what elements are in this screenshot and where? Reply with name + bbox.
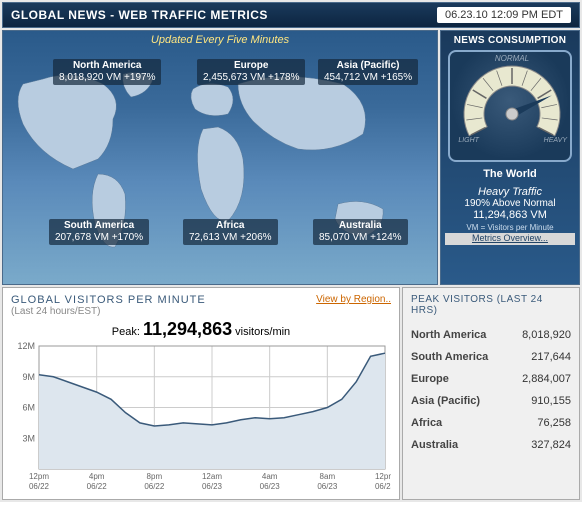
- svg-text:6M: 6M: [22, 403, 35, 413]
- peak-visitors-panel: PEAK VISITORS (LAST 24 HRS) North Americ…: [402, 287, 580, 500]
- svg-text:NORMAL: NORMAL: [495, 54, 529, 63]
- peak-row: Africa76,258: [411, 412, 571, 434]
- view-by-region-link[interactable]: View by Region..: [316, 294, 391, 305]
- svg-text:8pm: 8pm: [147, 472, 163, 481]
- chart-subtitle: (Last 24 hours/EST): [11, 306, 206, 317]
- gauge-pct: 190% Above Normal: [445, 198, 575, 209]
- line-chart-svg: 3M6M9M12M12pm06/224pm06/228pm06/2212am06…: [11, 342, 391, 497]
- peak-row: Asia (Pacific)910,155: [411, 390, 571, 412]
- gauge-panel: NEWS CONSUMPTION NORMAL LIGHT HEAVY The Wo…: [440, 30, 580, 285]
- svg-text:12M: 12M: [17, 342, 35, 351]
- chart-title: GLOBAL VISITORS PER MINUTE: [11, 294, 206, 306]
- gauge-vm: 11,294,863 VM: [445, 209, 575, 221]
- dashboard: GLOBAL NEWS - WEB TRAFFIC METRICS 06.23.…: [0, 0, 582, 502]
- peak-row: North America8,018,920: [411, 324, 571, 346]
- svg-text:06/23: 06/23: [260, 482, 281, 491]
- timestamp: 06.23.10 12:09 PM EDT: [437, 7, 571, 23]
- svg-text:06/23: 06/23: [202, 482, 223, 491]
- peak-row: Europe2,884,007: [411, 368, 571, 390]
- gauge-svg: NORMAL LIGHT HEAVY: [450, 52, 574, 164]
- gauge-title: NEWS CONSUMPTION: [445, 35, 575, 46]
- gauge-box: NORMAL LIGHT HEAVY: [448, 50, 572, 162]
- chart-area: 3M6M9M12M12pm06/224pm06/228pm06/2212am06…: [11, 342, 391, 497]
- region-label[interactable]: Africa72,613 VM +206%: [183, 219, 278, 245]
- svg-text:3M: 3M: [22, 433, 35, 443]
- peak-suffix: visitors/min: [235, 326, 290, 338]
- svg-text:4am: 4am: [262, 472, 278, 481]
- region-label[interactable]: South America207,678 VM +170%: [49, 219, 149, 245]
- svg-text:LIGHT: LIGHT: [458, 137, 479, 144]
- svg-text:12am: 12am: [202, 472, 222, 481]
- page-title: GLOBAL NEWS - WEB TRAFFIC METRICS: [11, 8, 268, 22]
- gauge-world: The World: [445, 168, 575, 180]
- map-subtitle: Updated Every Five Minutes: [3, 31, 437, 49]
- svg-text:8am: 8am: [320, 472, 336, 481]
- gauge-note: VM = Visitors per Minute: [445, 223, 575, 232]
- peak-prefix: Peak:: [112, 326, 140, 338]
- svg-text:12pm: 12pm: [375, 472, 391, 481]
- region-label[interactable]: North America8,018,920 VM +197%: [53, 59, 161, 85]
- svg-text:06/22: 06/22: [144, 482, 165, 491]
- world-map-panel: Updated Every Five Minutes North America…: [2, 30, 438, 285]
- peak-row: Australia327,824: [411, 434, 571, 456]
- svg-text:HEAVY: HEAVY: [544, 137, 569, 144]
- chart-panel: GLOBAL VISITORS PER MINUTE (Last 24 hour…: [2, 287, 400, 500]
- svg-text:06/22: 06/22: [87, 482, 108, 491]
- svg-text:9M: 9M: [22, 372, 35, 382]
- region-label[interactable]: Australia85,070 VM +124%: [313, 219, 408, 245]
- svg-text:06/23: 06/23: [317, 482, 338, 491]
- peak-row: South America217,644: [411, 346, 571, 368]
- svg-text:4pm: 4pm: [89, 472, 105, 481]
- peak-value: 11,294,863: [143, 319, 232, 339]
- gauge-status: Heavy Traffic: [445, 186, 575, 198]
- svg-text:06/23: 06/23: [375, 482, 391, 491]
- svg-text:12pm: 12pm: [29, 472, 49, 481]
- peak-label: Peak: 11,294,863 visitors/min: [11, 319, 391, 340]
- peak-title: PEAK VISITORS (LAST 24 HRS): [411, 294, 571, 316]
- world-map: North America8,018,920 VM +197% Europe2,4…: [3, 49, 437, 269]
- svg-text:06/22: 06/22: [29, 482, 50, 491]
- region-label[interactable]: Europe2,455,673 VM +178%: [197, 59, 305, 85]
- metrics-overview-link[interactable]: Metrics Overview...: [445, 233, 575, 245]
- header-bar: GLOBAL NEWS - WEB TRAFFIC METRICS 06.23.…: [2, 2, 580, 28]
- region-label[interactable]: Asia (Pacific)454,712 VM +165%: [318, 59, 418, 85]
